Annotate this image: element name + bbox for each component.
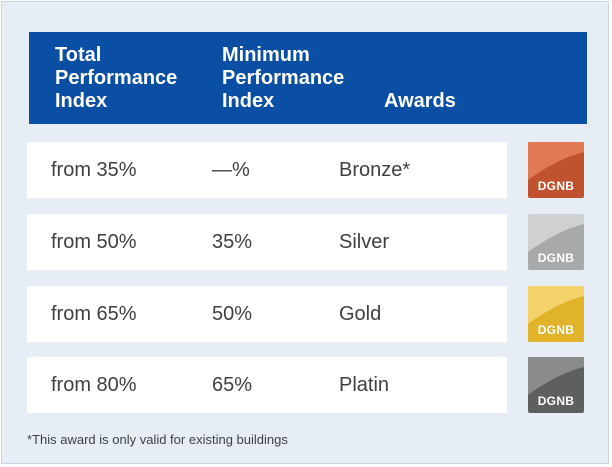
total-index-cell: from 80% <box>51 374 137 396</box>
total-index-cell: from 35% <box>51 159 137 181</box>
minimum-index-cell: 35% <box>212 231 253 253</box>
award-name-cell: Silver <box>339 231 390 253</box>
badge-label: DGNB <box>537 179 575 193</box>
badge-fold-graphic <box>528 214 584 270</box>
badge-fold-graphic <box>528 286 584 342</box>
dgnb-gold-badge-icon: DGNB <box>528 286 584 342</box>
footnote: *This award is only valid for existing b… <box>27 432 288 447</box>
badge-fold-graphic <box>528 142 584 198</box>
table-row: from 80% 65% Platin <box>27 357 507 413</box>
minimum-index-cell: 65% <box>212 374 253 396</box>
badge-fold-graphic <box>528 357 584 413</box>
badge-label: DGNB <box>537 394 575 408</box>
total-index-cell: from 50% <box>51 231 137 253</box>
total-index-cell: from 65% <box>51 303 137 325</box>
header-minimum-performance-index: Minimum Performance Index <box>222 44 345 112</box>
table-header: Total Performance Index Minimum Performa… <box>29 32 587 124</box>
header-total-performance-index: Total Performance Index <box>55 44 178 112</box>
dgnb-platin-badge-icon: DGNB <box>528 357 584 413</box>
dgnb-bronze-badge-icon: DGNB <box>528 142 584 198</box>
award-name-cell: Platin <box>339 374 390 396</box>
table-row: from 35% —% Bronze* <box>27 142 507 198</box>
dgnb-silver-badge-icon: DGNB <box>528 214 584 270</box>
table-row: from 50% 35% Silver <box>27 214 507 270</box>
award-name-cell: Gold <box>339 303 382 325</box>
minimum-index-cell: 50% <box>212 303 253 325</box>
badge-label: DGNB <box>537 251 575 265</box>
table-row: from 65% 50% Gold <box>27 286 507 342</box>
award-name-cell: Bronze* <box>339 159 411 181</box>
badge-label: DGNB <box>537 323 575 337</box>
minimum-index-cell: —% <box>212 159 250 181</box>
header-awards: Awards <box>384 90 456 112</box>
